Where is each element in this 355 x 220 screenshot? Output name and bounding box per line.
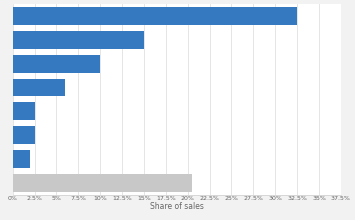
Bar (13, 102, 34, 120)
Bar (13, 174, 192, 192)
Bar (13, 55, 100, 73)
Bar (13, 31, 144, 49)
X-axis label: Share of sales: Share of sales (150, 202, 204, 211)
Bar (13, 7, 297, 25)
Bar (13, 126, 34, 144)
Bar (13, 79, 65, 96)
Bar (13, 150, 30, 168)
